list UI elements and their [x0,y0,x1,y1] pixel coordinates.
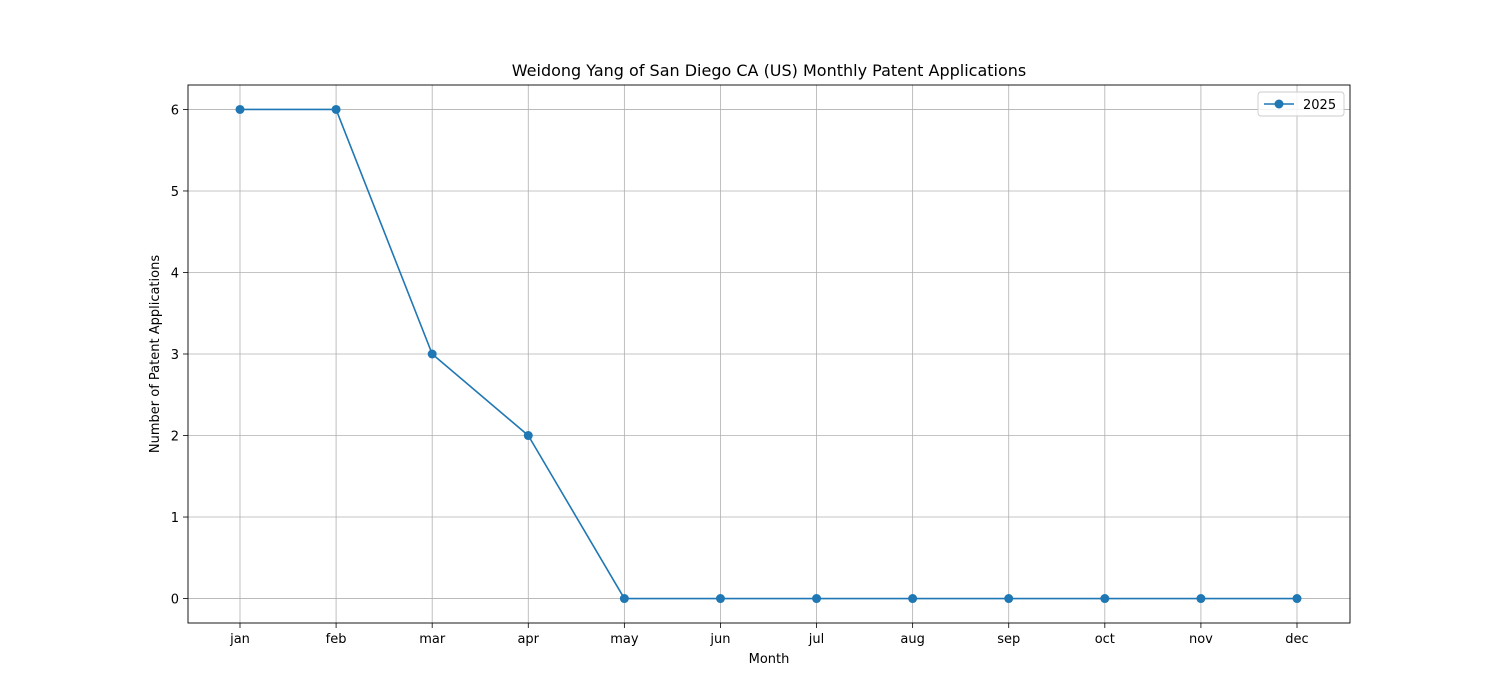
data-point [620,594,629,603]
x-tick-label: jul [808,632,824,647]
x-tick-label: aug [900,632,924,647]
legend-marker [1275,100,1284,109]
y-tick-label: 2 [171,430,179,445]
data-point [1100,594,1109,603]
y-tick-label: 6 [171,103,179,118]
y-tick-label: 4 [171,266,179,281]
data-point [1004,594,1013,603]
legend-label: 2025 [1303,98,1336,113]
x-tick-label: jun [709,632,730,647]
y-axis-label: Number of Patent Applications [148,255,163,453]
y-tick-label: 1 [171,511,179,526]
x-tick-label: jan [229,632,250,647]
y-tick-label: 3 [171,348,179,363]
data-point [1293,594,1302,603]
x-tick-label: mar [419,632,446,647]
data-point [332,105,341,114]
data-point [1196,594,1205,603]
data-point [524,431,533,440]
x-tick-label: oct [1095,632,1115,647]
x-tick-label: feb [326,632,347,647]
x-tick-label: dec [1285,632,1308,647]
y-tick-label: 5 [171,185,179,200]
data-point [236,105,245,114]
data-point [428,350,437,359]
data-point [908,594,917,603]
x-tick-label: nov [1189,632,1213,647]
data-point [812,594,821,603]
x-tick-label: may [610,632,639,647]
x-tick-label: apr [517,632,539,647]
y-tick-label: 0 [171,593,179,608]
x-axis-label: Month [749,652,790,667]
chart-title: Weidong Yang of San Diego CA (US) Monthl… [512,61,1026,80]
x-tick-label: sep [997,632,1020,647]
data-point [716,594,725,603]
